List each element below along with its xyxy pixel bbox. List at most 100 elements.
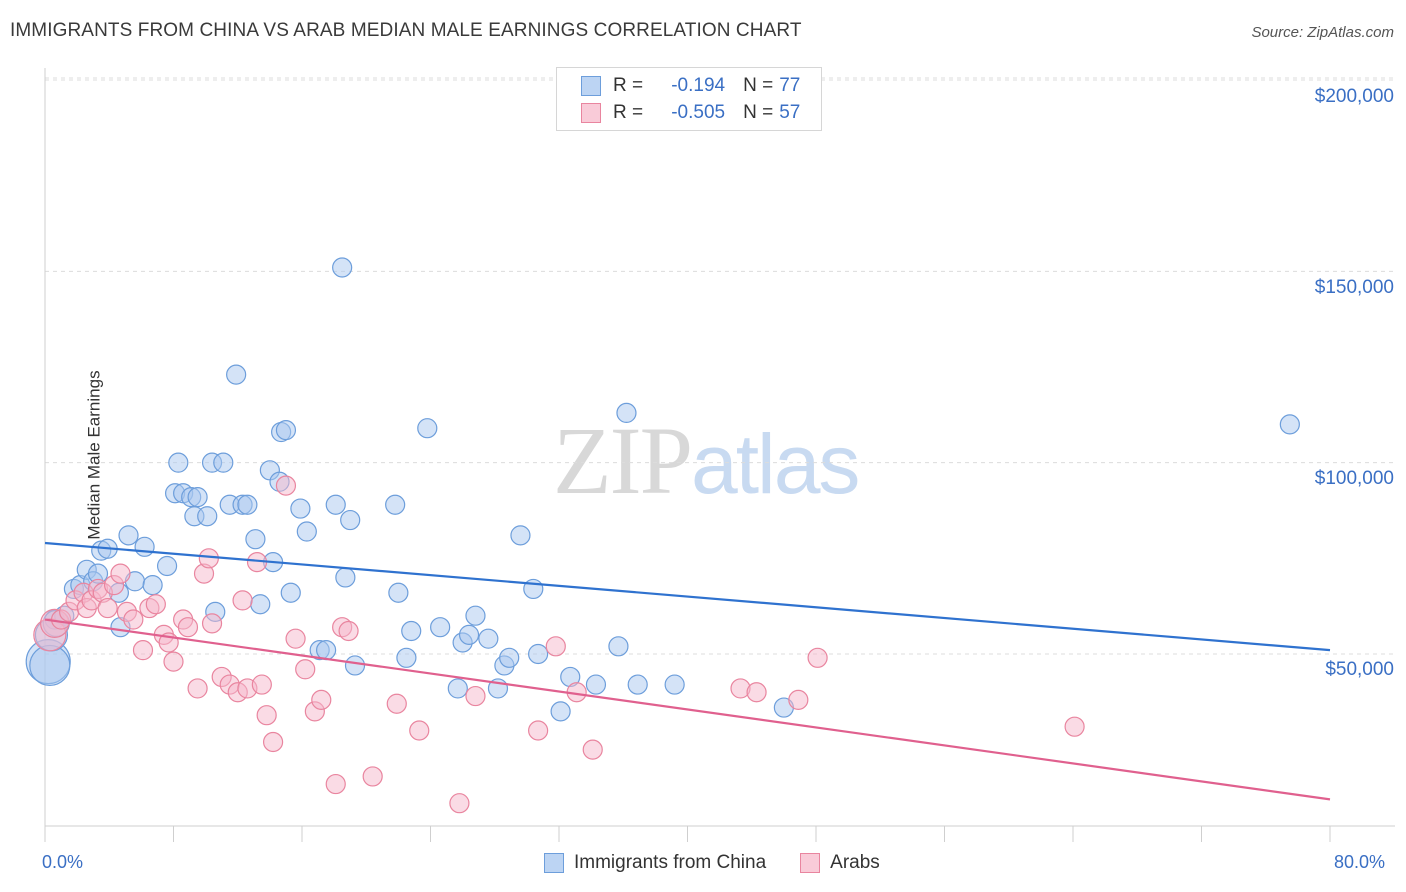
china-point-59 [465, 605, 486, 626]
china-point-55 [430, 617, 451, 638]
arabs-point-45 [386, 693, 407, 714]
arabs-point-10 [97, 597, 118, 619]
china-point-67 [550, 701, 571, 722]
arabs-point-41 [325, 773, 346, 795]
china-point-73 [664, 674, 685, 695]
china-point-72 [627, 674, 648, 695]
china-point-70 [608, 636, 629, 657]
watermark: ZIPatlas [553, 405, 860, 516]
arabs-swatch [581, 103, 601, 123]
y-tick-50000: $50,000 [1325, 659, 1394, 680]
china-n-value: 77 [779, 75, 801, 96]
china-point-32 [237, 494, 258, 515]
y-axis-label: Median Male Earnings [84, 370, 104, 540]
arabs-point-17 [145, 594, 166, 615]
china-point-46 [332, 257, 353, 278]
china-point-44 [315, 640, 337, 661]
china-point-50 [385, 494, 406, 515]
china-point-75 [1279, 414, 1300, 435]
china-point-66 [528, 643, 549, 665]
arabs-trend-line [44, 618, 1331, 801]
legend-item-china[interactable]: Immigrants from China [544, 852, 766, 874]
china-point-42 [296, 521, 317, 542]
china-point-18 [156, 555, 178, 577]
arabs-point-26 [201, 613, 223, 634]
stats-legend: R = -0.194 N = 77 R = -0.505 N = 57 [556, 67, 822, 131]
arabs-point-20 [163, 651, 184, 672]
arabs-legend-swatch [800, 853, 821, 873]
x-tick-min: 0.0% [42, 852, 84, 872]
china-point-54 [417, 418, 438, 439]
china-point-58 [458, 624, 480, 645]
china-trend-line [44, 541, 1331, 652]
china-point-69 [585, 674, 607, 695]
y-tick-150000: $150,000 [1314, 277, 1394, 298]
watermark-zip: ZIP [553, 407, 693, 514]
arabs-point-35 [262, 731, 284, 753]
arabs-point-55 [788, 689, 809, 710]
china-point-45 [325, 494, 346, 515]
china-point-16 [134, 536, 155, 557]
chart-title: IMMIGRANTS FROM CHINA VS ARAB MEDIAN MAL… [10, 20, 802, 41]
china-point-63 [499, 647, 520, 668]
arabs-r-label: R = [613, 102, 644, 123]
arabs-point-40 [311, 689, 332, 710]
china-point-40 [280, 582, 301, 603]
china-point-33 [245, 529, 266, 550]
arabs-point-38 [295, 659, 316, 680]
legend-row-china: R = -0.194 N = 77 [581, 73, 800, 99]
china-point-28 [213, 452, 234, 473]
arabs-point-34 [256, 705, 277, 726]
arabs-point-14 [123, 609, 144, 630]
china-point-17 [142, 574, 163, 596]
trend-lines [44, 541, 1331, 801]
china-point-34 [250, 594, 271, 615]
x-tick-max: 80.0% [1334, 852, 1386, 872]
arabs-point-48 [465, 685, 486, 707]
arabs-point-44 [362, 766, 383, 787]
china-n-label: N = [743, 75, 774, 96]
series-legend: Immigrants from China Arabs [544, 852, 914, 874]
source-label: Source: ZipAtlas.com [1251, 24, 1394, 41]
arabs-point-43 [338, 620, 359, 642]
china-point-47 [335, 567, 356, 588]
arabs-point-47 [449, 793, 470, 814]
china-point-49 [344, 655, 366, 676]
arabs-point-12 [110, 563, 131, 584]
arabs-legend-label: Arabs [830, 852, 880, 873]
china-point-60 [478, 628, 499, 649]
y-tick-100000: $100,000 [1314, 468, 1394, 489]
china-points [25, 257, 1300, 722]
china-point-48 [340, 509, 361, 531]
watermark-atlas: atlas [691, 417, 860, 511]
arabs-point-57 [1064, 716, 1085, 737]
arabs-points [33, 475, 1085, 814]
arabs-point-54 [746, 682, 767, 703]
china-point-25 [197, 506, 218, 527]
arabs-r-value: -0.505 [671, 102, 726, 123]
china-r-label: R = [613, 75, 644, 96]
y-tick-200000: $200,000 [1314, 86, 1394, 107]
grid-lines [45, 77, 1395, 655]
china-point-39 [275, 420, 297, 441]
arabs-point-30 [232, 590, 253, 611]
arabs-point-22 [177, 617, 199, 638]
china-point-53 [401, 620, 422, 642]
legend-item-arabs[interactable]: Arabs [800, 852, 880, 874]
legend-row-arabs: R = -0.505 N = 57 [581, 100, 800, 126]
china-point-52 [396, 647, 417, 668]
china-point-1 [29, 644, 71, 687]
axes [44, 68, 1395, 842]
china-point-51 [388, 582, 409, 603]
china-point-56 [447, 678, 468, 699]
arabs-point-50 [545, 636, 566, 657]
china-point-14 [118, 525, 139, 546]
arabs-point-37 [285, 628, 306, 649]
arabs-point-36 [275, 475, 297, 496]
china-point-30 [226, 364, 247, 385]
china-r-value: -0.194 [671, 75, 726, 96]
arabs-point-49 [528, 720, 549, 741]
china-legend-swatch [544, 853, 564, 873]
arabs-n-value: 57 [779, 102, 801, 123]
